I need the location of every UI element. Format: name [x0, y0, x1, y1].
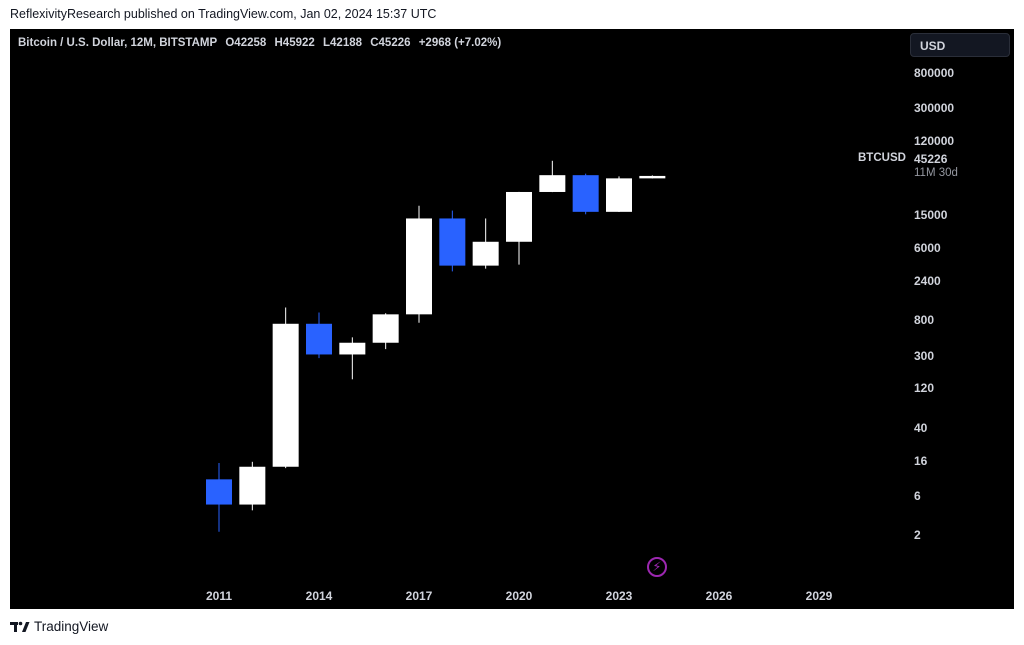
legend-close: C45226	[370, 37, 411, 49]
symbol-legend: Bitcoin / U.S. Dollar, 12M, BITSTAMP O42…	[18, 37, 506, 49]
candle-body-2015[interactable]	[339, 342, 366, 355]
footer-brand: TradingView	[34, 619, 109, 634]
legend-open: O42258	[225, 37, 267, 49]
price-tick: 2	[914, 528, 921, 543]
bar-countdown: 11M 30d	[914, 167, 958, 179]
price-tick: 120	[914, 381, 935, 396]
time-tick: 2023	[605, 589, 633, 603]
price-tick: 6000	[914, 241, 941, 256]
price-tick: 6	[914, 488, 921, 503]
candle-body-2012[interactable]	[239, 466, 266, 505]
candle-body-2020[interactable]	[506, 191, 532, 242]
candle-body-2014[interactable]	[306, 323, 332, 355]
legend-low: L42188	[323, 37, 363, 49]
price-tick: 16	[914, 453, 928, 468]
price-tick: 300000	[914, 101, 955, 116]
time-tick: 2011	[205, 589, 233, 603]
price-tick: 2400	[914, 274, 941, 289]
last-price-label: 45226	[914, 152, 948, 166]
legend-title: Bitcoin / U.S. Dollar, 12M, BITSTAMP	[18, 37, 218, 49]
candle-body-2018[interactable]	[439, 218, 466, 266]
price-tick: 800	[914, 313, 935, 328]
candlestick-plot[interactable]	[10, 29, 1014, 609]
candle-body-2023[interactable]	[606, 178, 632, 212]
price-tick: 800000	[914, 65, 955, 80]
legend-change: +2968 (+7.02%)	[418, 37, 502, 49]
time-tick: 2026	[705, 589, 733, 603]
price-tick: 120000	[914, 133, 955, 148]
currency-button[interactable]: USD	[910, 33, 1010, 57]
candle-body-2013[interactable]	[272, 323, 299, 467]
tradingview-logo-icon	[10, 621, 30, 632]
footer: TradingView	[10, 619, 108, 634]
time-tick: 2014	[305, 589, 333, 603]
lightning-bolt-icon[interactable]: ⚡︎	[647, 557, 667, 577]
price-tick: 300	[914, 348, 935, 363]
candle-body-2017[interactable]	[406, 218, 432, 315]
price-tick: 40	[914, 420, 928, 435]
candle-body-2022[interactable]	[572, 175, 599, 212]
time-tick: 2017	[405, 589, 433, 603]
time-tick: 2029	[805, 589, 833, 603]
publisher-line: ReflexivityResearch published on Trading…	[10, 7, 437, 21]
candle-body-2019[interactable]	[472, 241, 499, 266]
symbol-price-label: BTCUSD	[858, 152, 906, 164]
candle-body-2016[interactable]	[372, 314, 399, 343]
price-tick: 15000	[914, 208, 948, 223]
legend-high: H45922	[274, 37, 315, 49]
time-tick: 2020	[505, 589, 533, 603]
candle-body-2011[interactable]	[206, 479, 232, 505]
candle-body-2024[interactable]	[639, 175, 666, 179]
candle-body-2021[interactable]	[539, 175, 566, 192]
chart-panel[interactable]: Bitcoin / U.S. Dollar, 12M, BITSTAMP O42…	[10, 29, 1014, 609]
